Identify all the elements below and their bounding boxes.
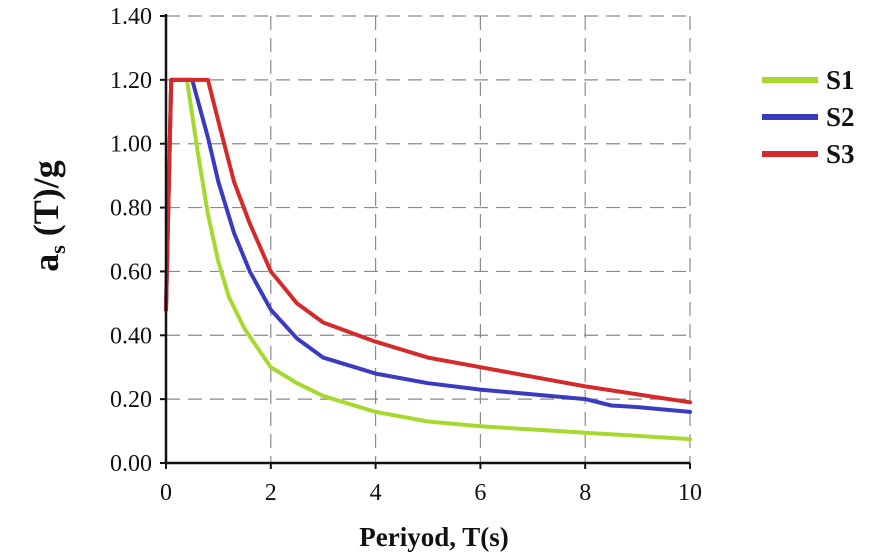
legend: S1 S2 S3	[762, 65, 855, 169]
grid-lines	[166, 15, 691, 463]
legend-label-s3: S3	[826, 139, 855, 169]
series-line-s2	[164, 77, 692, 414]
x-tick-labels: 0 2 4 6 8 10	[160, 480, 702, 506]
legend-label-s1: S1	[826, 65, 855, 95]
y-tick-label: 0.20	[110, 387, 152, 413]
x-axis-title: Periyod, T(s)	[359, 522, 509, 552]
y-axis-title-rest: (T)/g	[26, 160, 66, 245]
y-tick-labels: 0.00 0.20 0.40 0.60 0.80 1.00 1.20 1.40	[110, 4, 152, 477]
x-tick-label: 10	[678, 480, 702, 506]
y-tick-label: 0.80	[110, 196, 152, 222]
y-tick-label: 1.20	[110, 68, 152, 94]
series-line-s3	[164, 77, 692, 405]
y-tick-label: 1.00	[110, 132, 152, 158]
y-axis-title: as (T)/g	[26, 160, 70, 272]
legend-label-s2: S2	[826, 102, 855, 132]
y-axis-title-main: a	[26, 254, 66, 272]
y-axis-title-subscript: s	[45, 245, 70, 254]
x-tick-label: 8	[579, 480, 591, 506]
y-tick-label: 0.60	[110, 259, 152, 285]
series-group	[164, 77, 692, 442]
axes	[160, 14, 691, 469]
y-tick-label: 0.40	[110, 323, 152, 349]
x-tick-label: 0	[160, 480, 172, 506]
x-tick-label: 4	[370, 480, 382, 506]
y-tick-label: 1.40	[110, 4, 152, 30]
y-tick-label: 0.00	[110, 451, 152, 477]
x-tick-label: 2	[265, 480, 277, 506]
x-tick-label: 6	[474, 480, 486, 506]
